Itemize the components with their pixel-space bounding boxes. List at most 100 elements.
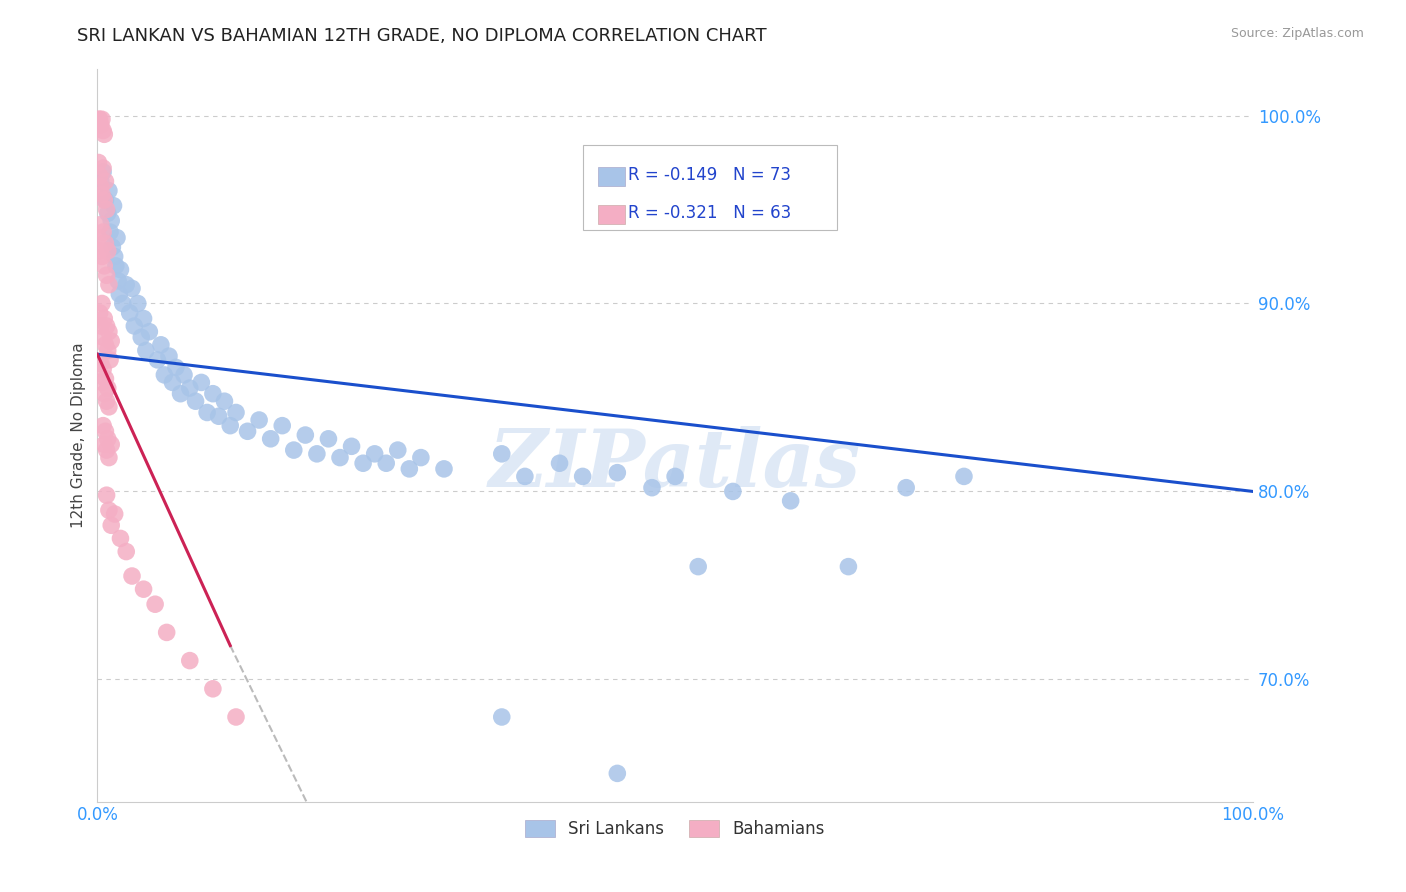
Point [305,447,328,461]
Point [688,559,710,574]
Point [779,493,801,508]
Point [87,155,110,169]
Point [664,469,686,483]
Point [91,330,114,344]
Point [93,259,115,273]
Point [97,184,120,198]
Point [91,112,114,127]
Point [837,559,859,574]
Point [97,277,120,292]
Point [91,296,114,310]
Point [153,368,176,382]
Point [91,418,114,433]
Point [363,447,385,461]
Point [271,418,294,433]
Text: SRI LANKAN VS BAHAMIAN 12TH GRADE, NO DIPLOMA CORRELATION CHART: SRI LANKAN VS BAHAMIAN 12TH GRADE, NO DI… [77,27,766,45]
Point [214,394,236,409]
Point [94,174,117,188]
Point [236,425,259,439]
Point [201,386,224,401]
Point [157,349,180,363]
Point [91,250,114,264]
Point [97,503,120,517]
Point [87,112,110,127]
Point [90,319,112,334]
Point [94,193,117,207]
Text: Source: ZipAtlas.com: Source: ZipAtlas.com [1230,27,1364,40]
Point [97,244,120,258]
Point [127,296,149,310]
Point [94,372,117,386]
Text: R = -0.321   N = 63: R = -0.321 N = 63 [628,204,792,222]
Point [896,481,918,495]
Point [104,507,127,521]
Text: R = -0.149   N = 73: R = -0.149 N = 73 [628,166,792,185]
Legend: Sri Lankans, Bahamians: Sri Lankans, Bahamians [519,813,832,845]
Point [93,386,115,401]
Point [173,368,195,382]
Text: ZIPatlas: ZIPatlas [489,425,860,503]
Point [90,218,112,232]
Point [93,311,115,326]
Point [91,362,114,376]
Point [89,112,111,127]
Point [143,597,166,611]
Point [98,352,121,367]
Point [90,174,112,188]
Point [91,165,114,179]
Point [132,311,155,326]
Point [329,450,352,465]
Point [110,262,132,277]
Point [90,180,112,194]
Point [98,225,121,239]
FancyBboxPatch shape [598,167,626,186]
Point [96,394,118,409]
Point [91,225,114,239]
Point [433,462,456,476]
FancyBboxPatch shape [598,205,626,224]
Point [283,443,305,458]
Point [96,319,118,334]
Point [90,357,112,371]
Point [94,425,117,439]
Point [115,544,138,558]
Point [195,405,218,419]
Point [103,199,125,213]
Point [89,244,111,258]
Point [89,169,111,183]
Point [97,400,120,414]
Point [247,413,270,427]
Point [118,306,141,320]
Point [96,443,118,458]
Point [93,437,115,451]
Point [190,376,212,390]
Point [96,268,118,283]
Point [101,240,124,254]
Point [138,325,160,339]
Point [87,230,110,244]
Point [100,437,122,451]
FancyBboxPatch shape [582,145,837,230]
Point [318,432,340,446]
Point [91,187,114,202]
Point [162,376,184,390]
Point [121,569,143,583]
Point [165,360,187,375]
Point [398,462,420,476]
Point [294,428,316,442]
Point [121,281,143,295]
Point [135,343,157,358]
Point [97,325,120,339]
Point [91,123,114,137]
Point [340,439,363,453]
Point [352,456,374,470]
Point [94,338,117,352]
Point [107,274,129,288]
Point [571,469,593,483]
Point [96,202,118,217]
Point [100,518,122,533]
Point [132,582,155,597]
Point [94,236,117,251]
Point [260,432,283,446]
Point [208,409,231,424]
